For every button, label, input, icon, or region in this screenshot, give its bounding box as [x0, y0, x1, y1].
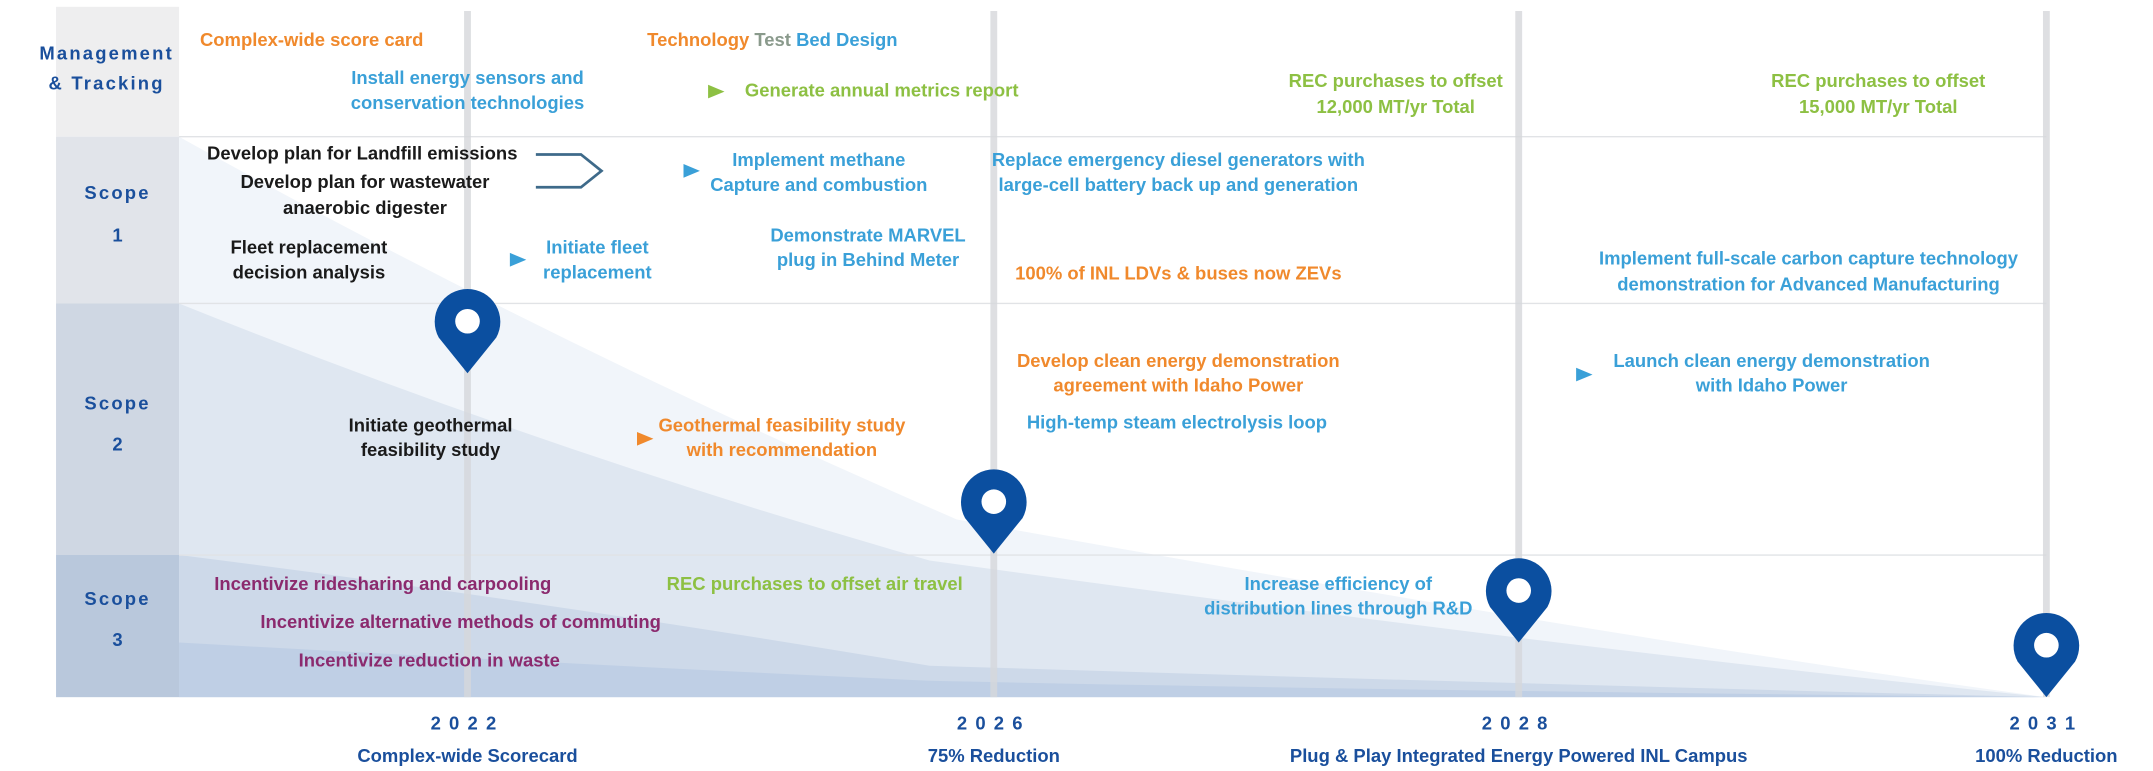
item-text: Incentivize reduction in waste — [299, 650, 560, 671]
row-label: Management — [39, 43, 174, 64]
arrow-head — [708, 84, 725, 99]
item-text: Install energy sensors and — [351, 67, 584, 88]
item-text: 12,000 MT/yr Total — [1316, 96, 1474, 117]
item-text: Develop plan for wastewater — [240, 171, 489, 192]
pin-hole — [2034, 632, 2059, 658]
item-text: Incentivize ridesharing and carpooling — [214, 573, 551, 594]
item-text: with Idaho Power — [1695, 375, 1848, 396]
row-label: Scope — [84, 182, 150, 203]
item-text: Implement methane — [732, 149, 905, 170]
item-text: agreement with Idaho Power — [1053, 375, 1303, 396]
milestone-caption: Plug & Play Integrated Energy Powered IN… — [1290, 745, 1748, 766]
year: 2022 — [431, 712, 505, 733]
item-text: 15,000 MT/yr Total — [1799, 96, 1957, 117]
item-text: Complex-wide score card — [200, 29, 423, 50]
item-part: Bed Design — [796, 29, 897, 50]
item-text: decision analysis — [233, 261, 386, 282]
row-label: 2 — [112, 434, 122, 455]
background — [56, 6, 2050, 698]
item-text: with recommendation — [686, 439, 878, 460]
milestone-caption: 100% Reduction — [1975, 745, 2117, 766]
item-text: Initiate geothermal — [349, 414, 513, 435]
item-text: Fleet replacement — [231, 237, 388, 258]
item-text: Replace emergency diesel generators with — [992, 149, 1365, 170]
item-text: 100% of INL LDVs & buses now ZEVs — [1015, 263, 1342, 284]
pin-hole — [981, 489, 1007, 514]
item-text: Develop plan for Landfill emissions — [207, 142, 517, 163]
milestone-caption: Complex-wide Scorecard — [357, 745, 577, 766]
item-text: Develop clean energy demonstration — [1017, 350, 1340, 371]
item-text: distribution lines through R&D — [1204, 598, 1472, 619]
row-label: Scope — [84, 588, 150, 609]
year: 2028 — [1482, 712, 1556, 733]
item-text: High-temp steam electrolysis loop — [1027, 412, 1327, 433]
row-label: & Tracking — [49, 73, 165, 94]
item-text: feasibility study — [361, 439, 501, 460]
pin-hole — [455, 308, 480, 334]
item-text: Initiate fleet — [546, 237, 648, 258]
item-part: Technology — [647, 29, 750, 50]
item-text: Geothermal feasibility study — [658, 414, 906, 435]
milestone-caption: 75% Reduction — [928, 745, 1060, 766]
item-text: Generate annual metrics report — [745, 79, 1019, 100]
item-text: plug in Behind Meter — [777, 249, 959, 270]
pin-hole — [1506, 578, 1532, 603]
item-part: Test — [754, 29, 791, 50]
row-label: 3 — [112, 629, 122, 650]
item-text: REC purchases to offset — [1289, 70, 1503, 91]
arrow-head — [637, 431, 654, 446]
item-text: demonstration for Advanced Manufacturing — [1617, 274, 1999, 295]
item-text: Incentivize alternative methods of commu… — [260, 611, 661, 632]
item-text: Capture and combustion — [710, 174, 927, 195]
item-text: anaerobic digester — [283, 197, 447, 218]
row-label: 1 — [112, 224, 122, 245]
arrow-head — [1576, 367, 1593, 382]
row-label: Scope — [84, 393, 150, 414]
item-text: Launch clean energy demonstration — [1613, 350, 1930, 371]
item-text: Increase efficiency of — [1245, 573, 1433, 594]
item-text: Technology Test Bed Design — [647, 29, 897, 50]
item-text: REC purchases to offset air travel — [667, 573, 963, 594]
item-text: Demonstrate MARVEL — [770, 224, 965, 245]
item-text: large-cell battery back up and generatio… — [999, 174, 1359, 195]
item-text: Implement full-scale carbon capture tech… — [1599, 248, 2019, 269]
item-text: REC purchases to offset — [1771, 70, 1985, 91]
item-text: conservation technologies — [351, 92, 585, 113]
year: 2031 — [2009, 712, 2083, 733]
year: 2026 — [957, 712, 1031, 733]
item-text: replacement — [543, 261, 652, 282]
arrow-head — [509, 252, 527, 267]
